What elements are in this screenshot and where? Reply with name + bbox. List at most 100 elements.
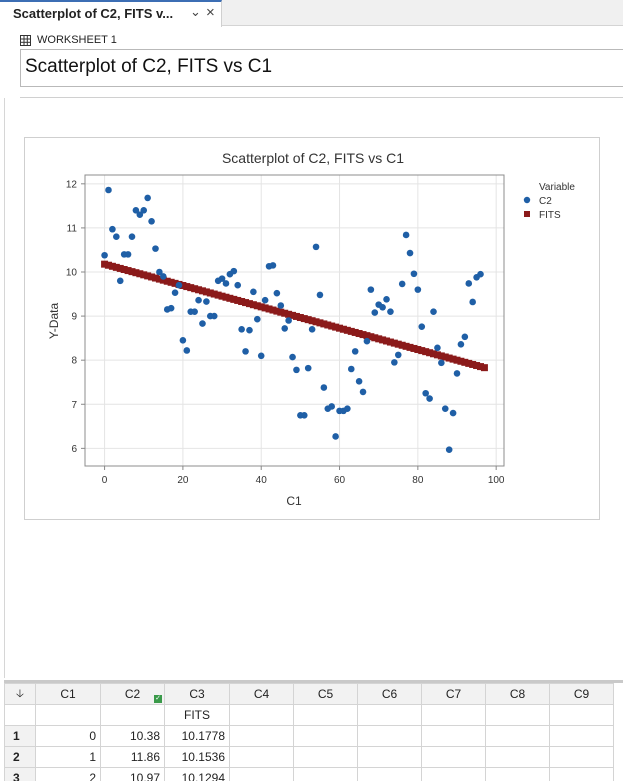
column-name-row: FITS	[4, 704, 614, 726]
column-header-c2[interactable]: C2 ✓	[100, 683, 165, 705]
data-cell[interactable]: 1	[35, 746, 101, 768]
scatterplot-document-tab[interactable]: Scatterplot of C2, FITS v... ⌄ ×	[0, 0, 222, 27]
fits-point	[339, 325, 347, 333]
c2-point	[269, 262, 277, 269]
c2-point	[222, 280, 230, 287]
c2-point	[316, 291, 324, 299]
y-tick-label: 7	[71, 400, 77, 411]
fits-point	[386, 338, 394, 346]
x-tick-label: 100	[488, 475, 505, 486]
fits-point	[355, 330, 363, 338]
c2-point	[238, 326, 245, 333]
data-cell[interactable]	[549, 767, 614, 781]
row-number[interactable]: 2	[4, 746, 36, 768]
c2-point	[367, 286, 375, 293]
fits-point	[343, 326, 351, 334]
graph-frame[interactable]: Scatterplot of C2, FITS vs C1 0 20 40 60 80 1…	[24, 137, 600, 520]
column-header-c4[interactable]: C4	[229, 683, 294, 705]
data-cell[interactable]: 10.1778	[164, 725, 230, 747]
column-header-c7[interactable]: C7	[421, 683, 486, 705]
column-header-c6[interactable]: C6	[357, 683, 422, 705]
data-cell[interactable]: 0	[35, 725, 101, 747]
sort-arrow-icon[interactable]: 🡣	[4, 683, 36, 705]
data-cell[interactable]	[229, 725, 294, 747]
table-row: 2 1 11.86 10.1536	[4, 746, 614, 768]
worksheet-name: WORKSHEET 1	[37, 34, 117, 46]
data-cell[interactable]	[485, 725, 550, 747]
data-cell[interactable]	[421, 767, 486, 781]
c2-point	[465, 280, 473, 287]
fits-point	[214, 291, 222, 299]
output-title: Scatterplot of C2, FITS vs C1	[25, 56, 273, 77]
y-axis-ticks: 6 7 8 9 10 11 12	[66, 179, 85, 455]
column-name-cell[interactable]	[357, 704, 422, 726]
data-cell[interactable]	[421, 725, 486, 747]
data-cell[interactable]	[549, 725, 614, 747]
data-cell[interactable]	[421, 746, 486, 768]
column-header-label: C7	[445, 687, 462, 701]
column-name-cell[interactable]	[35, 704, 101, 726]
fits-point	[383, 337, 391, 345]
data-cell[interactable]: 11.86	[100, 746, 165, 768]
fits-point	[398, 341, 406, 349]
c2-point	[410, 270, 418, 278]
fits-point	[253, 302, 261, 310]
y-tick-label: 10	[66, 268, 78, 279]
column-header-c5[interactable]: C5	[293, 683, 358, 705]
column-name-cell[interactable]	[100, 704, 165, 726]
data-cell[interactable]	[357, 725, 422, 747]
data-cell[interactable]	[357, 746, 422, 768]
column-name-cell[interactable]	[293, 704, 358, 726]
data-flag-icon: ✓	[154, 695, 162, 703]
chevron-down-icon[interactable]: ⌄	[190, 4, 201, 19]
name-row-header	[4, 704, 36, 726]
data-cell[interactable]	[229, 746, 294, 768]
column-header-c9[interactable]: C9	[549, 683, 614, 705]
column-name-cell[interactable]	[485, 704, 550, 726]
data-cell[interactable]: 10.38	[100, 725, 165, 747]
data-cell[interactable]	[485, 767, 550, 781]
c2-point	[461, 333, 469, 341]
fits-point	[441, 353, 449, 361]
legend-fits-marker	[524, 211, 530, 217]
data-cell[interactable]	[485, 746, 550, 768]
fits-point	[261, 304, 269, 312]
legend-c2-label: C2	[539, 196, 552, 207]
fits-point	[163, 277, 171, 285]
y-tick-label: 11	[67, 223, 78, 234]
row-number[interactable]: 3	[4, 767, 36, 781]
column-header-label: C3	[189, 687, 205, 701]
close-icon[interactable]: ×	[206, 4, 215, 21]
data-cell[interactable]	[293, 767, 358, 781]
data-cell[interactable]	[549, 746, 614, 768]
data-cell[interactable]	[229, 767, 294, 781]
c2-point	[320, 384, 328, 391]
column-header-c3[interactable]: C3	[164, 683, 230, 705]
column-name-cell[interactable]: FITS	[164, 704, 230, 726]
y-tick-label: 6	[71, 444, 77, 455]
data-cell[interactable]	[293, 746, 358, 768]
c2-point	[363, 337, 371, 345]
column-header-c8[interactable]: C8	[485, 683, 550, 705]
fits-point	[120, 265, 128, 273]
fits-point	[206, 289, 214, 297]
data-cell[interactable]: 10.1294	[164, 767, 230, 781]
c2-point	[246, 326, 253, 334]
c2-point	[171, 289, 179, 297]
row-number[interactable]: 1	[4, 725, 36, 747]
column-name-cell[interactable]	[421, 704, 486, 726]
fits-point	[426, 349, 434, 357]
data-cell[interactable]: 10.1536	[164, 746, 230, 768]
data-cell[interactable]	[293, 725, 358, 747]
c2-point	[109, 225, 116, 233]
c2-point	[199, 320, 206, 327]
data-cell[interactable]: 2	[35, 767, 101, 781]
worksheet-grid[interactable]: 🡣 C1 C2 ✓ C3 C4 C5 C6 C7 C8 C9 FITS 1 0 10.38 10.177…	[4, 680, 623, 781]
fits-point	[332, 323, 340, 331]
output-title-box[interactable]: Scatterplot of C2, FITS vs C1	[20, 49, 623, 87]
data-cell[interactable]: 10.97	[100, 767, 165, 781]
column-name-cell[interactable]	[549, 704, 614, 726]
data-cell[interactable]	[357, 767, 422, 781]
column-name-cell[interactable]	[229, 704, 294, 726]
column-header-c1[interactable]: C1	[35, 683, 101, 705]
